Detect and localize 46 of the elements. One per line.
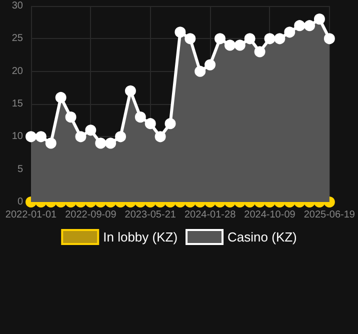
point: [124, 85, 136, 96]
point: [294, 20, 306, 32]
point: [164, 118, 176, 130]
point: [194, 66, 206, 77]
legend-label: Casino (KZ): [228, 230, 297, 244]
y-tick-label: 30: [12, 0, 24, 12]
point: [234, 40, 246, 51]
point: [264, 33, 276, 44]
point: [324, 33, 335, 44]
point: [204, 59, 216, 70]
point: [65, 112, 76, 123]
point: [274, 33, 286, 44]
point: [134, 112, 146, 123]
point: [95, 138, 106, 149]
point: [75, 131, 86, 142]
point: [284, 26, 296, 38]
point: [244, 33, 256, 44]
point: [214, 33, 226, 44]
y-tick-label: 0: [17, 196, 24, 208]
x-tick-label: 2022-09-09: [65, 210, 117, 220]
x-tick-label: 2024-01-28: [184, 210, 236, 220]
point: [105, 138, 116, 149]
point: [35, 131, 46, 142]
point: [254, 46, 266, 58]
y-tick-label: 25: [12, 33, 24, 44]
point: [26, 131, 36, 142]
point: [224, 40, 236, 51]
point: [85, 124, 96, 136]
y-tick-label: 5: [17, 164, 24, 175]
x-tick-label: 2024-10-09: [244, 210, 296, 220]
point: [45, 138, 56, 149]
point: [154, 131, 166, 142]
x-tick-label: 2022-01-01: [5, 210, 58, 220]
point: [115, 131, 126, 142]
y-tick-label: 15: [12, 98, 24, 110]
point: [304, 20, 316, 32]
legend-label: In lobby (KZ): [103, 230, 178, 244]
point: [174, 26, 186, 38]
point: [55, 92, 66, 103]
point: [144, 118, 156, 130]
x-tick-label: 2023-05-21: [124, 210, 176, 220]
point: [314, 14, 325, 25]
x-tick-label: 2025-06-19: [304, 210, 356, 220]
y-tick-label: 20: [12, 66, 24, 77]
y-tick-label: 10: [12, 131, 24, 142]
point: [184, 33, 196, 44]
